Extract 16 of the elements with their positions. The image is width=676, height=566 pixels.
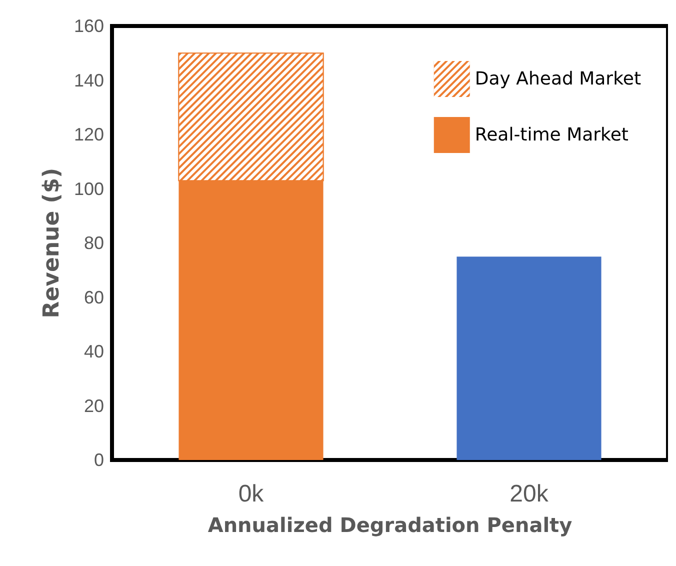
- y-tick-label: 100: [74, 178, 104, 199]
- y-tick-label: 40: [84, 342, 104, 362]
- y-axis-title: Revenue ($): [40, 168, 65, 318]
- y-tick-label: 20: [84, 396, 104, 416]
- y-tick-label: 0: [94, 450, 104, 470]
- legend-label: Real-time Market: [474, 124, 628, 146]
- y-tick-label: 60: [84, 287, 104, 308]
- y-tick-label: 80: [84, 233, 104, 253]
- bar: [456, 256, 602, 460]
- x-tick-label: 20k: [510, 480, 550, 508]
- y-tick-label: 160: [74, 16, 104, 36]
- x-tick-label: 0k: [238, 480, 265, 508]
- y-tick-label: 140: [74, 70, 104, 90]
- legend-label: Day Ahead Market: [474, 68, 642, 90]
- x-axis-title: Annualized Degradation Penalty: [208, 513, 572, 537]
- y-tick-label: 120: [74, 124, 104, 144]
